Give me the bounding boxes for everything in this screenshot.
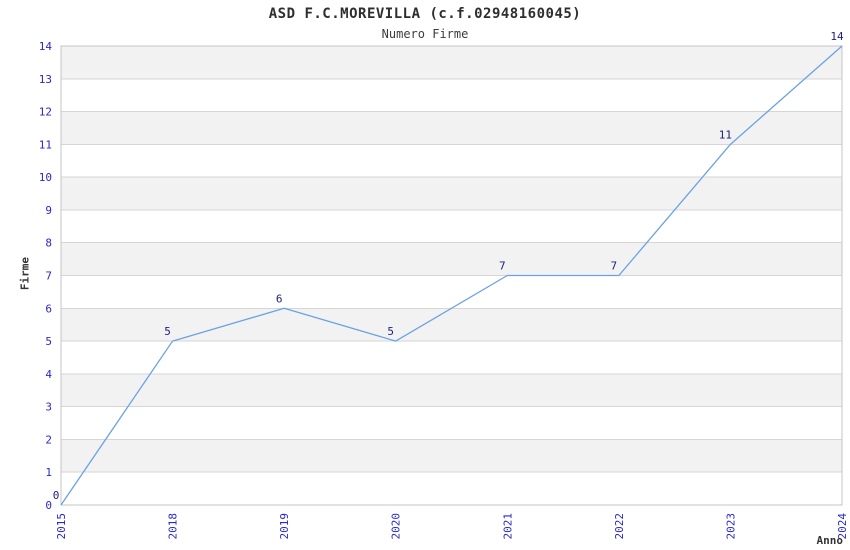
x-tick-label: 2019 <box>278 513 291 540</box>
plot-band <box>61 472 842 505</box>
plot-band <box>61 242 842 276</box>
data-point-label: 7 <box>499 260 506 273</box>
x-tick-label: 2018 <box>167 513 180 540</box>
plot-band <box>61 111 842 145</box>
x-tick-label: 2015 <box>55 513 68 540</box>
x-tick-label: 2023 <box>724 513 737 540</box>
y-tick-label: 6 <box>45 302 52 315</box>
y-tick-label: 7 <box>45 270 52 283</box>
y-tick-label: 1 <box>45 466 52 479</box>
plot-band <box>61 209 842 243</box>
data-point-label: 7 <box>611 260 618 273</box>
plot-band <box>61 439 842 473</box>
y-tick-label: 2 <box>45 433 52 446</box>
y-tick-label: 4 <box>45 368 52 381</box>
plot-band <box>61 341 842 374</box>
plot-band <box>61 406 842 440</box>
y-tick-label: 10 <box>39 171 52 184</box>
y-tick-label: 13 <box>39 73 52 86</box>
x-tick-label: 2021 <box>501 513 514 540</box>
data-point-label: 14 <box>830 30 844 43</box>
x-tick-label: 2024 <box>836 513 849 540</box>
plot-border <box>60 45 843 506</box>
data-line <box>60 45 843 506</box>
y-tick-label: 9 <box>45 204 52 217</box>
y-tick-label: 3 <box>45 401 52 414</box>
y-tick-label: 11 <box>39 138 52 151</box>
plot-band <box>61 144 842 178</box>
x-axis-label: Anno <box>816 534 844 547</box>
y-tick-label: 8 <box>45 237 52 250</box>
y-axis-label: Firme <box>18 256 32 291</box>
data-point-label: 6 <box>276 292 283 305</box>
x-tick-label: 2020 <box>390 513 403 540</box>
data-point-label: 11 <box>719 128 732 141</box>
chart-title: ASD F.C.MOREVILLA (c.f.02948160045) <box>268 6 582 22</box>
plot-band <box>61 308 842 342</box>
y-tick-label: 14 <box>39 40 53 53</box>
chart-subtitle: Numero Firme <box>381 27 469 41</box>
plot-band <box>61 46 842 79</box>
x-tick-label: 2022 <box>613 513 626 540</box>
y-tick-label: 12 <box>39 106 52 119</box>
y-tick-label: 0 <box>45 499 52 512</box>
plot-band <box>61 78 842 112</box>
data-point-label: 5 <box>387 325 394 338</box>
data-point-label: 5 <box>164 325 171 338</box>
y-tick-label: 5 <box>45 335 52 348</box>
plot-band <box>61 275 842 309</box>
data-point-label: 0 <box>53 489 60 502</box>
plot-band <box>61 177 842 210</box>
plot-band <box>61 373 842 407</box>
